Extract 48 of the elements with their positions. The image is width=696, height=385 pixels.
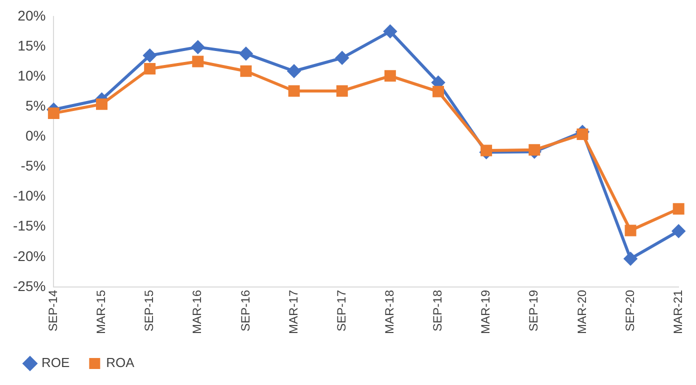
x-tick-label: MAR-21: [670, 290, 685, 334]
x-tick-label: SEP-19: [526, 290, 541, 332]
point: [96, 98, 108, 110]
point: [336, 85, 348, 97]
point: [672, 224, 686, 238]
y-tick-label: -15%: [12, 218, 46, 234]
x-tick-label: MAR-19: [478, 290, 493, 334]
y-tick-label: 15%: [18, 37, 46, 54]
point: [144, 62, 156, 74]
y-tick-label: -20%: [12, 248, 46, 264]
x-tick-label: MAR-18: [382, 290, 396, 334]
y-tick-label: 20%: [18, 7, 46, 24]
point: [48, 107, 60, 119]
point: [191, 40, 204, 54]
x-tick-label: SEP-17: [334, 290, 348, 332]
point: [192, 56, 204, 68]
x-tick-label: SEP-15: [142, 290, 156, 332]
point: [143, 48, 156, 62]
x-tick-label: SEP-16: [238, 290, 252, 332]
point: [672, 203, 684, 215]
y-tick-label: 5%: [25, 97, 46, 114]
point: [528, 144, 540, 156]
x-tick-label: MAR-17: [286, 290, 300, 334]
point: [288, 64, 301, 78]
point: [480, 144, 492, 156]
x-tick-label: MAR-16: [190, 290, 204, 334]
point: [432, 86, 444, 98]
legend-label: ROE: [42, 355, 70, 370]
point: [336, 51, 349, 64]
point: [240, 65, 252, 77]
point: [624, 224, 636, 236]
point: [239, 47, 252, 60]
y-tick-label: 0%: [25, 128, 46, 144]
point: [288, 85, 300, 97]
y-tick-label: 10%: [18, 67, 46, 84]
x-tick-label: SEP-14: [46, 290, 60, 332]
x-tick-label: MAR-20: [574, 290, 589, 334]
point: [624, 252, 638, 266]
y-tick-label: -25%: [12, 278, 46, 294]
x-tick-label: SEP-20: [622, 290, 637, 332]
x-tick-label: SEP-18: [430, 290, 445, 332]
legend-label: ROA: [106, 355, 135, 370]
x-tick-label: MAR-15: [94, 290, 108, 334]
point: [576, 128, 588, 140]
point: [384, 24, 397, 38]
y-tick-label: -5%: [20, 158, 46, 174]
y-tick-label: -10%: [12, 188, 46, 204]
point: [384, 70, 396, 82]
